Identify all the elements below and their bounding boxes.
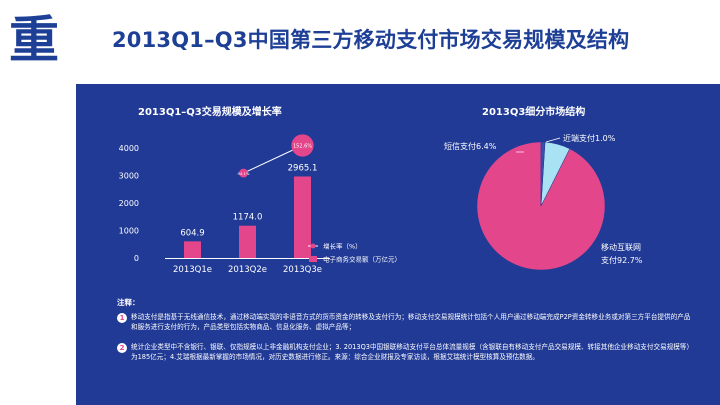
note-text: 统计企业类型中不含银行、银联、仅指规模以上非金融机构支付企业；3. 2013Q3… [131,343,690,361]
note-item: 2 统计企业类型中不含银行、银联、仅指规模以上非金融机构支付企业；3. 2013… [117,343,697,373]
bar-chart-title: 2013Q1–Q3交易规模及增长率 [138,107,282,118]
note-text: 移动支付是指基于无线通信技术，通过移动端实现的非语音方式的货币资金的转移及支付行… [131,313,691,331]
note-number-badge: 1 [117,313,127,323]
header: 重 2013Q1–Q3中国第三方移动支付市场交易规模及结构 [0,0,720,84]
page-title: 2013Q1–Q3中国第三方移动支付市场交易规模及结构 [112,28,630,52]
logo-char: 重 [10,11,58,66]
pie-chart-title: 2013Q3细分市场结构 [482,107,586,118]
notes-heading: 注释： [117,298,140,307]
logo-icon: 重 [10,10,58,66]
note-number-badge: 2 [117,343,127,353]
content-panel [76,84,720,405]
note-item: 1 移动支付是指基于无线通信技术，通过移动端实现的非语音方式的货币资金的转移及支… [117,313,697,335]
